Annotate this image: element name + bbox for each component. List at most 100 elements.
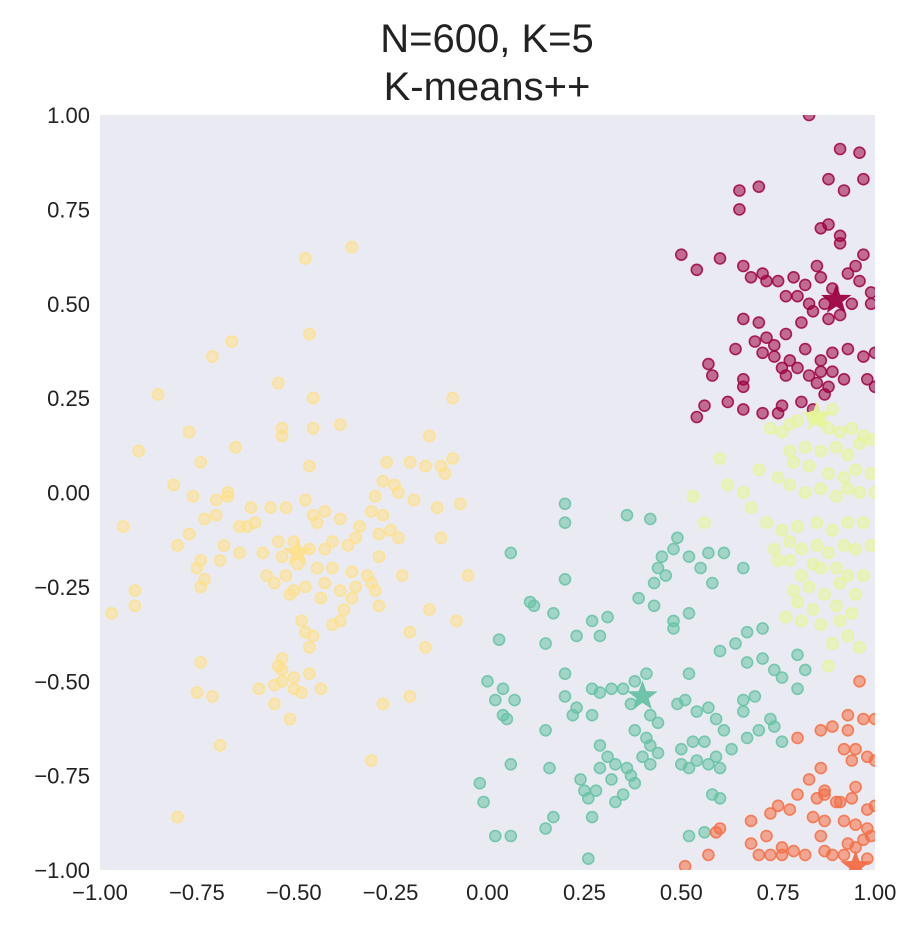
data-point-cluster-2 bbox=[698, 516, 711, 530]
data-point-cluster-3 bbox=[434, 531, 448, 545]
data-point-cluster-3 bbox=[260, 569, 273, 582]
data-point-cluster-4 bbox=[651, 716, 665, 730]
data-point-cluster-5 bbox=[868, 712, 875, 726]
centroid-layer bbox=[282, 284, 871, 870]
data-point-cluster-2 bbox=[818, 588, 831, 601]
data-point-cluster-2 bbox=[771, 471, 785, 484]
data-point-cluster-1 bbox=[841, 267, 855, 280]
data-point-cluster-2 bbox=[826, 637, 839, 650]
data-point-cluster-3 bbox=[151, 388, 165, 401]
data-point-cluster-4 bbox=[709, 750, 723, 764]
data-point-cluster-4 bbox=[492, 633, 506, 647]
data-point-cluster-3 bbox=[190, 561, 204, 575]
data-point-cluster-2 bbox=[783, 535, 797, 548]
x-tick-label: −0.75 bbox=[169, 880, 225, 905]
data-point-cluster-4 bbox=[740, 731, 754, 745]
data-point-cluster-3 bbox=[303, 459, 316, 473]
data-point-cluster-3 bbox=[128, 599, 142, 613]
data-point-cluster-3 bbox=[341, 539, 355, 552]
data-point-cluster-1 bbox=[833, 142, 847, 156]
centroid-star-cluster-3 bbox=[282, 536, 313, 566]
data-point-cluster-1 bbox=[845, 297, 859, 311]
data-point-cluster-5 bbox=[709, 825, 723, 839]
data-point-cluster-3 bbox=[318, 542, 332, 556]
data-point-cluster-3 bbox=[349, 531, 362, 545]
data-point-cluster-2 bbox=[802, 580, 816, 594]
data-point-cluster-4 bbox=[717, 546, 731, 560]
centroid-star-cluster-2 bbox=[801, 401, 833, 430]
data-point-cluster-3 bbox=[206, 690, 219, 703]
data-point-cluster-1 bbox=[814, 365, 828, 379]
data-point-cluster-1 bbox=[674, 248, 688, 261]
data-point-cluster-3 bbox=[182, 527, 196, 541]
data-point-cluster-1 bbox=[802, 369, 816, 382]
data-point-cluster-4 bbox=[775, 735, 789, 749]
data-point-cluster-5 bbox=[849, 818, 862, 832]
data-point-cluster-1 bbox=[814, 354, 828, 367]
data-point-cluster-4 bbox=[539, 822, 552, 835]
data-point-cluster-4 bbox=[477, 795, 490, 809]
data-point-cluster-2 bbox=[841, 629, 855, 643]
data-point-cluster-4 bbox=[736, 693, 750, 707]
data-point-cluster-2 bbox=[857, 569, 870, 582]
data-point-cluster-4 bbox=[527, 599, 541, 613]
data-point-cluster-3 bbox=[268, 678, 281, 692]
data-point-cluster-1 bbox=[864, 286, 875, 299]
data-point-cluster-3 bbox=[380, 455, 394, 469]
data-point-cluster-5 bbox=[857, 712, 870, 726]
data-point-cluster-5 bbox=[853, 674, 866, 688]
data-point-cluster-3 bbox=[376, 508, 390, 522]
data-point-cluster-4 bbox=[558, 572, 572, 586]
data-point-cluster-5 bbox=[841, 708, 855, 722]
data-point-cluster-3 bbox=[275, 663, 289, 677]
y-tick-label: 0.25 bbox=[47, 386, 90, 411]
data-point-cluster-4 bbox=[667, 622, 680, 635]
data-point-cluster-5 bbox=[818, 784, 831, 798]
data-point-cluster-2 bbox=[849, 542, 862, 556]
data-point-cluster-4 bbox=[481, 674, 494, 688]
data-point-cluster-4 bbox=[682, 667, 696, 681]
data-point-cluster-2 bbox=[810, 539, 824, 552]
data-point-cluster-1 bbox=[857, 172, 870, 186]
data-point-cluster-3 bbox=[303, 667, 316, 681]
data-point-cluster-2 bbox=[795, 614, 808, 628]
data-point-cluster-3 bbox=[210, 493, 223, 507]
data-point-cluster-3 bbox=[461, 569, 475, 582]
data-point-cluster-1 bbox=[736, 403, 750, 416]
data-point-cluster-1 bbox=[733, 184, 746, 197]
data-point-cluster-5 bbox=[837, 848, 851, 862]
data-point-cluster-4 bbox=[616, 788, 630, 801]
data-point-cluster-2 bbox=[775, 523, 789, 537]
data-point-cluster-1 bbox=[868, 346, 875, 360]
data-point-cluster-4 bbox=[682, 550, 696, 564]
data-point-cluster-5 bbox=[868, 799, 875, 813]
data-point-cluster-2 bbox=[826, 523, 839, 537]
y-tick-label: 1.00 bbox=[47, 103, 90, 128]
data-point-cluster-3 bbox=[167, 478, 180, 492]
data-point-cluster-4 bbox=[628, 776, 642, 790]
x-tick-label: −1.00 bbox=[72, 880, 128, 905]
plot-area bbox=[100, 115, 875, 870]
data-point-cluster-3 bbox=[275, 429, 289, 443]
data-point-cluster-1 bbox=[771, 274, 785, 288]
data-point-cluster-2 bbox=[822, 467, 835, 480]
data-point-cluster-4 bbox=[593, 739, 607, 752]
data-point-cluster-1 bbox=[779, 289, 793, 303]
data-point-cluster-3 bbox=[171, 539, 184, 552]
data-point-cluster-3 bbox=[392, 531, 405, 545]
data-point-cluster-2 bbox=[806, 603, 820, 616]
data-point-cluster-1 bbox=[791, 289, 804, 303]
data-point-cluster-4 bbox=[620, 508, 634, 522]
data-point-cluster-4 bbox=[558, 667, 572, 681]
data-point-cluster-3 bbox=[295, 686, 308, 699]
data-point-cluster-2 bbox=[744, 501, 758, 514]
data-point-cluster-5 bbox=[826, 848, 839, 862]
data-point-cluster-4 bbox=[702, 757, 715, 771]
data-point-cluster-4 bbox=[667, 542, 680, 556]
data-point-cluster-5 bbox=[752, 848, 766, 862]
data-point-cluster-3 bbox=[314, 591, 328, 605]
x-tick-label: 0.75 bbox=[757, 880, 800, 905]
data-point-cluster-4 bbox=[609, 757, 622, 771]
data-point-cluster-2 bbox=[822, 659, 835, 673]
data-point-cluster-5 bbox=[845, 754, 859, 767]
